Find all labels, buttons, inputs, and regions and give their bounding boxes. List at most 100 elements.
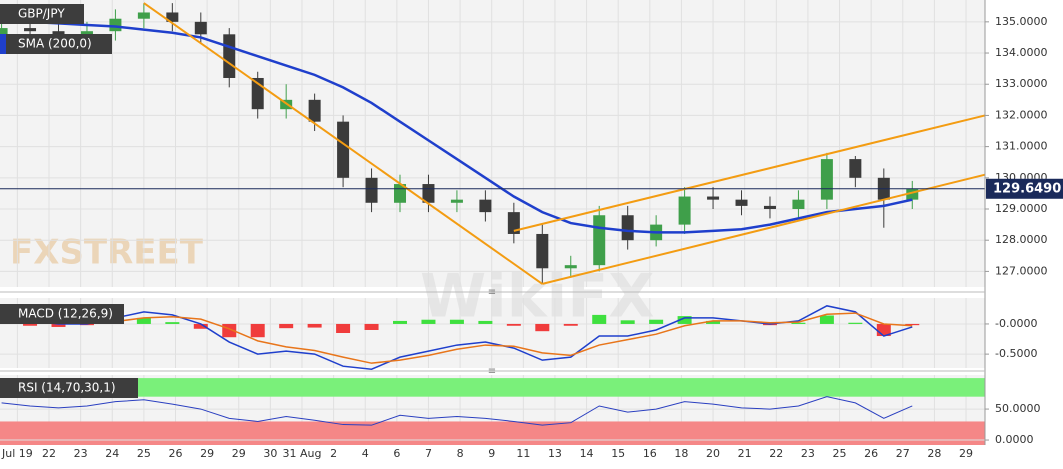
histogram-bar (620, 320, 635, 324)
candle-body (849, 159, 862, 178)
candle-body (166, 12, 179, 22)
candle-body (735, 199, 748, 206)
x-tick-label: 29 (959, 447, 973, 460)
candle-body (593, 215, 606, 266)
x-tick-label: Jul 19 (1, 447, 33, 460)
candle-body (621, 215, 634, 241)
candle-body (80, 31, 93, 35)
x-tick-label: 25 (137, 447, 151, 460)
trend-line (513, 114, 986, 232)
histogram-bar (535, 323, 550, 332)
histogram-bar (478, 320, 493, 324)
y-tick-label: 133.0000 (995, 77, 1048, 90)
rsi-band (0, 421, 985, 445)
x-tick-label: 22 (769, 447, 783, 460)
candle-body (52, 31, 65, 35)
y-tick-label: 50.0000 (995, 402, 1041, 415)
macd-title: MACD (12,26,9) (18, 307, 113, 321)
candle-body (137, 12, 150, 19)
candle-body (194, 21, 207, 35)
candle-body (906, 188, 919, 200)
x-tick-label: 4 (362, 447, 369, 460)
candle-body (0, 28, 8, 35)
macd-line (1, 305, 913, 370)
y-tick-label: -0.5000 (995, 347, 1037, 360)
histogram-bar (506, 323, 521, 326)
rsi-band (0, 378, 985, 397)
y-tick-label: 0.0000 (995, 433, 1034, 446)
histogram-bar (51, 323, 66, 327)
histogram-bar (449, 319, 464, 324)
histogram-bar (279, 323, 294, 329)
x-tick-label: 18 (674, 447, 688, 460)
x-tick-label: 2 (330, 447, 337, 460)
trend-line (542, 173, 986, 285)
candle-body (337, 121, 350, 178)
histogram-bar (364, 323, 379, 330)
x-tick-label: 23 (801, 447, 815, 460)
candle-body (479, 199, 492, 213)
x-tick-label: 23 (74, 447, 88, 460)
x-tick-label: 15 (611, 447, 625, 460)
histogram-bar (563, 323, 578, 326)
x-tick-label: 27 (896, 447, 910, 460)
candle-body (308, 99, 321, 122)
candle-body (450, 199, 463, 203)
sma-legend: SMA (200,0) (18, 37, 92, 51)
x-tick-label: 21 (738, 447, 752, 460)
x-tick-label: 26 (864, 447, 878, 460)
signal-line (1, 312, 913, 364)
y-tick-label: 127.0000 (995, 264, 1048, 277)
x-tick-label: 9 (488, 447, 495, 460)
histogram-bar (307, 323, 322, 328)
x-tick-label: 31 Aug (282, 447, 321, 460)
histogram-bar (250, 323, 265, 338)
x-tick-label: 6 (393, 447, 400, 460)
histogram-bar (421, 319, 436, 324)
histogram-bar (649, 319, 664, 324)
x-tick-label: 29 (200, 447, 214, 460)
y-tick-label: -0.0000 (995, 317, 1037, 330)
histogram-bar (336, 323, 351, 333)
x-tick-label: 25 (833, 447, 847, 460)
trend-line (143, 2, 543, 285)
symbol-title: GBP/JPY (18, 7, 65, 21)
x-tick-label: 24 (105, 447, 119, 460)
y-tick-label: 131.0000 (995, 140, 1048, 153)
resize-handle[interactable]: ≡ (488, 287, 496, 298)
histogram-bar (706, 320, 721, 324)
x-tick-label: 13 (548, 447, 562, 460)
candle-body (678, 196, 691, 225)
candle-body (820, 159, 833, 200)
candle-body (564, 265, 577, 269)
histogram-bar (905, 323, 920, 326)
resize-handle[interactable]: ≡ (488, 366, 496, 377)
y-tick-label: 128.0000 (995, 233, 1048, 246)
candle-body (792, 199, 805, 210)
price-panel (0, 0, 985, 287)
x-tick-label: 16 (643, 447, 657, 460)
candle-body (536, 233, 549, 269)
sma-swatch (0, 34, 6, 54)
candle-body (24, 28, 37, 32)
histogram-bar (393, 320, 408, 324)
histogram-bar (592, 314, 607, 324)
candle-body (109, 18, 122, 32)
histogram-bar (677, 316, 692, 324)
x-tick-label: 14 (580, 447, 594, 460)
x-tick-label: 29 (232, 447, 246, 460)
title-box (0, 4, 84, 24)
sma-line (1, 20, 913, 234)
x-tick-label: 7 (425, 447, 432, 460)
rsi-title: RSI (14,70,30,1) (18, 381, 116, 395)
watermark: FXSTREET (10, 233, 204, 273)
last-price-box (986, 178, 1063, 199)
histogram-bar (136, 317, 151, 324)
histogram-bar (165, 322, 180, 324)
x-tick-label: 8 (457, 447, 464, 460)
x-tick-label: 28 (927, 447, 941, 460)
x-tick-label: 20 (706, 447, 720, 460)
plot-layer (0, 0, 986, 445)
